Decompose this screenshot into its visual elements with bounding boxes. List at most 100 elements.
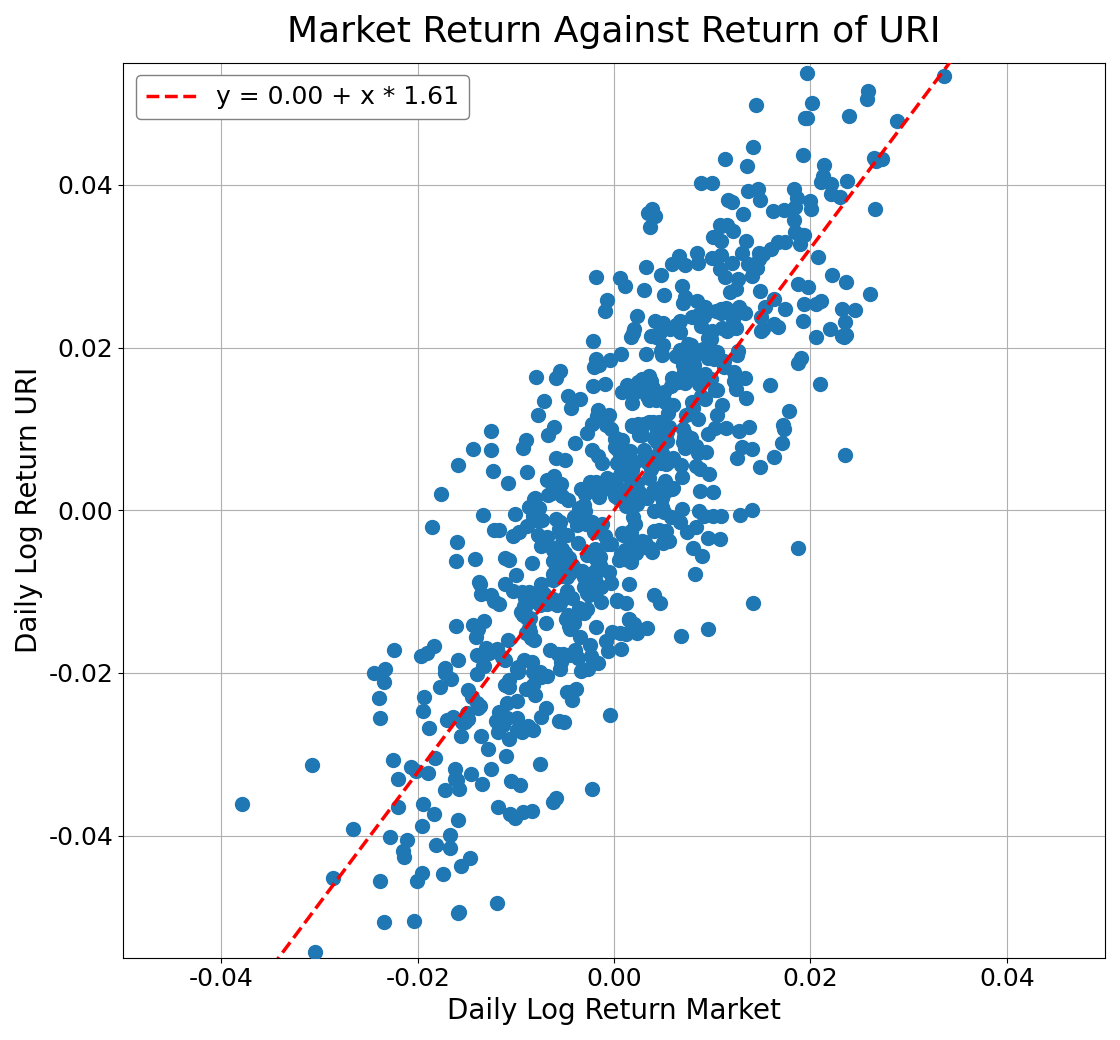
Point xyxy=(418,645,436,661)
Point xyxy=(707,303,725,319)
Point xyxy=(623,523,641,540)
Point xyxy=(640,374,657,391)
Point xyxy=(523,654,541,671)
Point xyxy=(324,869,342,886)
Point xyxy=(419,764,437,781)
Point xyxy=(372,873,390,889)
Point xyxy=(641,368,659,385)
Point xyxy=(423,518,441,535)
Point xyxy=(712,305,730,321)
Point xyxy=(730,298,748,315)
Point xyxy=(676,425,694,442)
Point xyxy=(519,464,536,480)
Point xyxy=(365,666,383,682)
Point xyxy=(570,499,588,516)
Point xyxy=(530,407,548,423)
Point xyxy=(868,152,886,168)
Point xyxy=(556,452,573,469)
Point xyxy=(491,596,508,613)
Point xyxy=(625,321,643,338)
Point xyxy=(474,506,492,523)
Point xyxy=(747,97,765,113)
Point xyxy=(587,350,605,367)
Point xyxy=(375,913,393,930)
Point xyxy=(660,451,678,468)
Point xyxy=(617,595,635,612)
Point xyxy=(618,467,636,484)
Point xyxy=(685,348,703,365)
Point xyxy=(571,629,589,646)
Point xyxy=(659,405,676,421)
Point xyxy=(575,605,592,622)
Point xyxy=(515,652,533,669)
Point xyxy=(662,510,680,526)
Point xyxy=(542,485,560,501)
Point xyxy=(567,681,585,698)
Point xyxy=(531,597,549,614)
Point xyxy=(651,323,669,340)
Point xyxy=(797,110,815,127)
Point xyxy=(645,313,663,330)
Point xyxy=(708,407,726,423)
Point xyxy=(479,740,497,757)
Point xyxy=(566,435,584,451)
Point xyxy=(504,527,522,544)
Point xyxy=(626,516,644,532)
Point xyxy=(728,381,746,397)
Point xyxy=(788,540,806,556)
Point xyxy=(655,384,673,400)
Point xyxy=(559,491,577,508)
Point xyxy=(627,475,645,492)
Point xyxy=(563,590,581,606)
Point xyxy=(756,300,774,316)
Point xyxy=(474,775,492,791)
Point xyxy=(538,529,556,546)
Point xyxy=(516,590,534,606)
Point xyxy=(554,645,572,661)
Point xyxy=(627,382,645,398)
Point xyxy=(585,523,603,540)
Point xyxy=(580,474,598,491)
Point xyxy=(645,588,663,604)
Point xyxy=(689,292,707,309)
Point xyxy=(635,415,653,432)
Point xyxy=(673,278,691,294)
Point xyxy=(623,416,641,433)
Point xyxy=(626,478,644,495)
Point xyxy=(485,521,503,538)
Point xyxy=(718,216,736,233)
Point xyxy=(493,717,511,733)
Point xyxy=(551,595,569,612)
Point xyxy=(792,349,810,366)
Point xyxy=(673,469,691,486)
Point xyxy=(424,806,442,823)
Point xyxy=(587,577,605,594)
Point xyxy=(888,112,906,129)
Point xyxy=(554,590,572,606)
Point xyxy=(469,700,487,717)
Point xyxy=(603,574,620,591)
Point xyxy=(496,575,514,592)
Y-axis label: Daily Log Return URI: Daily Log Return URI xyxy=(15,367,43,653)
Point xyxy=(384,752,402,769)
Point xyxy=(752,192,769,209)
Point xyxy=(692,175,710,191)
Point xyxy=(558,569,576,586)
Point xyxy=(587,619,605,635)
Point xyxy=(506,567,524,583)
Point xyxy=(483,760,501,777)
Point xyxy=(623,395,641,412)
Point xyxy=(302,756,320,773)
Point xyxy=(675,353,693,369)
Point xyxy=(653,346,671,363)
Point xyxy=(635,442,653,459)
Point xyxy=(548,556,566,573)
Point xyxy=(635,282,653,298)
Point xyxy=(624,324,642,341)
Point xyxy=(812,292,830,309)
Point xyxy=(638,489,656,505)
Point xyxy=(652,454,670,471)
Point xyxy=(600,407,618,423)
Point xyxy=(536,615,554,631)
Point xyxy=(535,593,553,609)
